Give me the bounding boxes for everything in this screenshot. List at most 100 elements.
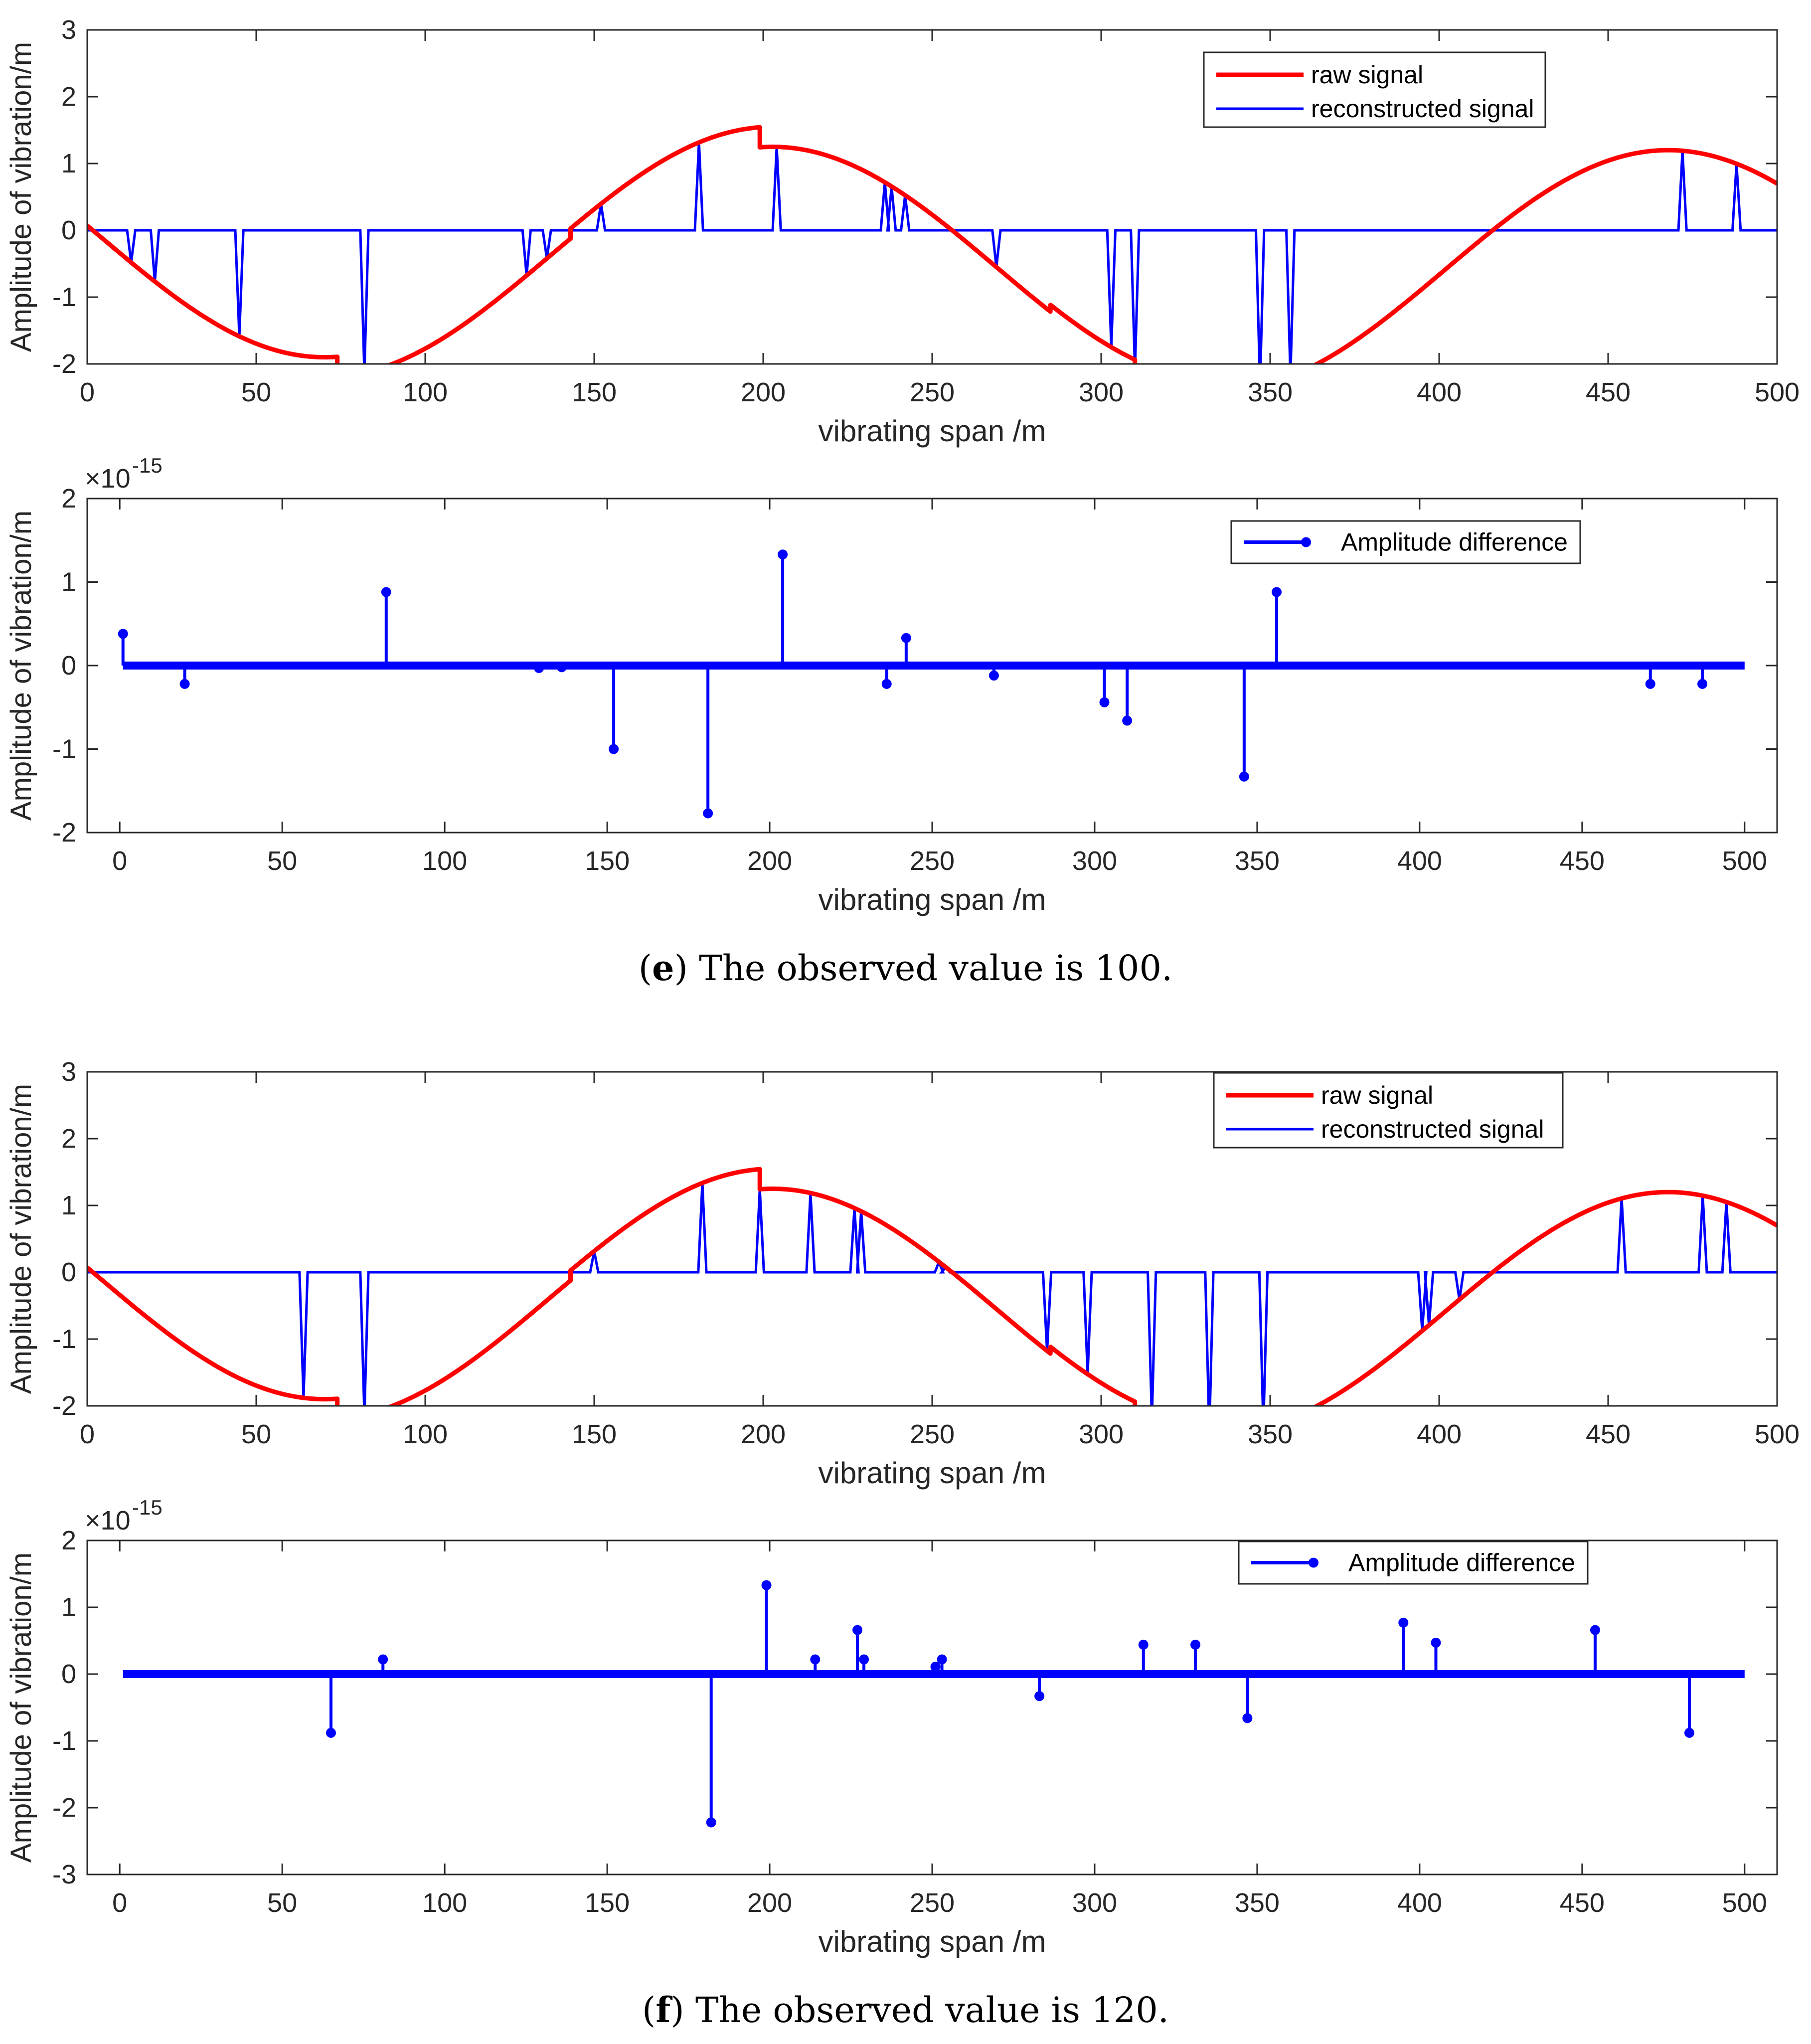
x-tick-label: 100	[403, 1419, 448, 1449]
data-layer	[87, 1167, 1777, 1406]
stem-marker	[1034, 1691, 1045, 1702]
stem-marker	[1099, 697, 1110, 707]
caption-f: (f) The observed value is 120.	[642, 1989, 1169, 2031]
legend-marker-difference	[1301, 537, 1311, 547]
stem-marker	[118, 629, 128, 639]
y-tick-label: 0	[61, 1659, 76, 1689]
stem-marker	[609, 744, 619, 754]
x-tick-label: 200	[747, 846, 792, 876]
stem-marker	[901, 633, 911, 643]
y-tick-label: -1	[52, 282, 76, 312]
stem-marker	[378, 1654, 388, 1665]
stem-marker	[778, 549, 788, 560]
stem-marker	[1239, 771, 1249, 782]
x-tick-label: 350	[1248, 377, 1293, 407]
raw-signal-line	[87, 1167, 1777, 1406]
y-tick-label: 1	[61, 1592, 76, 1622]
x-tick-label: 450	[1586, 377, 1631, 407]
stem-marker	[326, 1727, 336, 1738]
axes-frame	[86, 1539, 1778, 1875]
stem-marker	[859, 1654, 869, 1665]
axes-frame	[86, 498, 1778, 834]
stem-marker	[1590, 1625, 1600, 1635]
y-axis-label: Amplitude of vibration/m	[5, 42, 37, 352]
x-tick-label: 400	[1417, 1419, 1462, 1449]
stem-marker	[937, 1654, 947, 1665]
legend-label-raw: raw signal	[1321, 1081, 1433, 1109]
y-axis-label: Amplitude of vibration/m	[5, 1552, 37, 1863]
x-tick-label: 100	[403, 377, 448, 407]
stem-marker	[703, 808, 713, 819]
stem-marker	[930, 1662, 941, 1672]
x-axis-label: vibrating span /m	[819, 414, 1046, 448]
stem-marker	[556, 662, 567, 673]
x-tick-label: 500	[1722, 1888, 1767, 1918]
x-tick-label: 100	[422, 1888, 467, 1918]
y-tick-label: 3	[61, 1057, 76, 1087]
chart-e-diff: 0 50 100 150 200 250 300 350 400 450 500 -2 -1 0 1 2 vib…	[5, 454, 1778, 916]
stem-marker	[852, 1625, 863, 1635]
y-tick-label: -2	[52, 1391, 76, 1421]
y-tick-label: 2	[61, 82, 76, 112]
stem-marker	[534, 663, 544, 674]
x-tick-label: 150	[572, 1419, 617, 1449]
x-tick-label: 450	[1560, 846, 1605, 876]
x-tick-label: 400	[1397, 1888, 1442, 1918]
y-tick-label: 1	[61, 1191, 76, 1220]
stem-marker	[1242, 1713, 1253, 1723]
x-tick-label: 0	[80, 377, 95, 407]
stem-marker	[1431, 1638, 1441, 1648]
legend-label-reconstructed: reconstructed signal	[1321, 1115, 1544, 1143]
y-tick-label: 2	[61, 484, 76, 513]
stem-marker	[1272, 587, 1282, 597]
y-axis-label: Amplitude of vibration/m	[5, 1084, 37, 1394]
x-axis-label: vibrating span /m	[819, 1925, 1046, 1958]
x-tick-label: 150	[572, 377, 617, 407]
y-tick-label: 1	[61, 149, 76, 178]
x-tick-label: 200	[747, 1888, 792, 1918]
x-tick-label: 200	[741, 1419, 786, 1449]
stem-marker	[706, 1817, 716, 1828]
x-tick-label: 400	[1417, 377, 1462, 407]
y-tick-label: 1	[61, 567, 76, 597]
x-tick-label: 450	[1560, 1888, 1605, 1918]
x-tick-label: 50	[267, 846, 297, 876]
legend: raw signal reconstructed signal	[1203, 51, 1546, 128]
x-tick-label: 150	[585, 1888, 630, 1918]
legend-label-reconstructed: reconstructed signal	[1311, 95, 1534, 123]
x-tick-label: 450	[1586, 1419, 1631, 1449]
exponent-label: ×10	[85, 464, 131, 494]
x-tick-label: 250	[910, 1419, 955, 1449]
x-tick-label: 0	[80, 1419, 95, 1449]
x-tick-label: 350	[1235, 1888, 1280, 1918]
chart-f-diff: 0 50 100 150 200 250 300 350 400 450 500 -3 -2 -1 0 1 2 v…	[5, 1496, 1778, 1958]
y-tick-label: -2	[52, 349, 76, 379]
y-tick-label: 0	[61, 1257, 76, 1287]
stem-marker	[381, 587, 391, 597]
x-tick-label: 50	[241, 1419, 271, 1449]
stem-marker	[761, 1580, 772, 1590]
x-tick-label: 300	[1072, 846, 1117, 876]
x-tick-label: 150	[585, 846, 630, 876]
y-tick-label: 0	[61, 215, 76, 245]
x-tick-label: 300	[1079, 1419, 1124, 1449]
x-axis-label: vibrating span /m	[819, 1456, 1046, 1490]
x-tick-label: 300	[1072, 1888, 1117, 1918]
legend: Amplitude difference	[1238, 1540, 1589, 1585]
data-layer	[123, 1580, 1745, 1828]
y-tick-label: -2	[52, 818, 76, 848]
x-tick-label: 0	[112, 846, 127, 876]
data-layer	[87, 125, 1777, 364]
legend-box	[1213, 1072, 1564, 1149]
stem-marker	[1398, 1617, 1409, 1628]
chart-e-signal: 0 50 100 150 200 250 300 350 400 450 500 -2 -1 0 1 2 3 vi…	[5, 15, 1800, 448]
y-tick-label: 0	[61, 651, 76, 681]
axes-frame	[86, 1071, 1778, 1407]
x-tick-label: 0	[112, 1888, 127, 1918]
stem-marker	[1645, 679, 1655, 689]
caption-e: (e) The observed value is 100.	[638, 947, 1173, 989]
stem-marker	[1122, 715, 1133, 726]
y-axis-label: Amplitude of vibration/m	[5, 511, 37, 821]
y-tick-label: -3	[52, 1860, 76, 1889]
